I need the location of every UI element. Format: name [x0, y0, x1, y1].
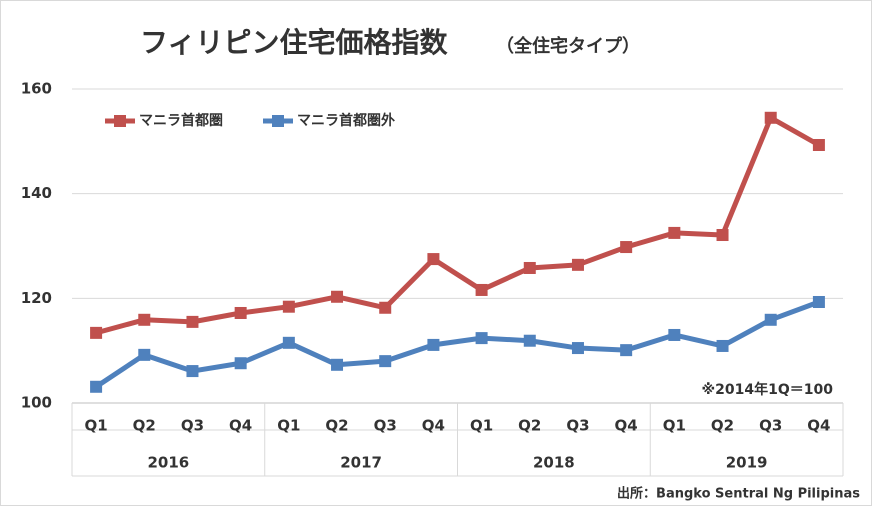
point-marker — [138, 313, 151, 326]
point-marker — [138, 348, 151, 361]
x-tick-label: Q2 — [325, 417, 348, 435]
point-marker — [764, 111, 777, 124]
x-tick-label: Q3 — [759, 417, 782, 435]
point-marker — [764, 313, 777, 326]
point-marker — [331, 358, 344, 371]
point-marker — [331, 290, 344, 303]
x-tick-label: Q2 — [518, 417, 541, 435]
annotation: ※2014年1Q＝100 — [702, 381, 834, 398]
x-tick-label: Q2 — [711, 417, 734, 435]
point-marker — [620, 344, 633, 357]
x-tick-label: Q1 — [277, 417, 300, 435]
point-marker — [234, 306, 247, 319]
point-marker — [812, 138, 825, 151]
legend-label: マニラ首都圏外 — [297, 112, 395, 129]
x-tick-label: Q1 — [663, 417, 686, 435]
x-group-label: 2016 — [148, 454, 190, 472]
point-marker — [668, 328, 681, 341]
x-group-label: 2018 — [533, 454, 575, 472]
y-tick-label: 160 — [21, 80, 52, 98]
series-line — [94, 299, 820, 389]
x-tick-label: Q4 — [807, 417, 830, 435]
legend-marker — [272, 115, 284, 127]
point-marker — [282, 336, 295, 349]
point-marker — [716, 339, 729, 352]
x-group-label: 2017 — [340, 454, 382, 472]
point-marker — [90, 326, 103, 339]
point-marker — [571, 258, 584, 271]
legend-label: マニラ首都圏 — [139, 112, 223, 129]
point-marker — [427, 338, 440, 351]
point-marker — [523, 334, 536, 347]
point-marker — [523, 261, 536, 274]
point-marker — [186, 365, 199, 378]
legend-marker — [114, 115, 126, 127]
x-tick-label: Q4 — [229, 417, 252, 435]
x-tick-label: Q4 — [615, 417, 638, 435]
point-marker — [475, 332, 488, 345]
point-marker — [620, 241, 633, 254]
x-tick-label: Q1 — [84, 417, 107, 435]
x-tick-label: Q3 — [374, 417, 397, 435]
x-tick-label: Q4 — [422, 417, 445, 435]
point-marker — [234, 357, 247, 370]
y-tick-label: 140 — [21, 184, 52, 202]
source: 出所：Bangko Sentral Ng Pilipinas — [617, 486, 860, 502]
x-tick-label: Q2 — [133, 417, 156, 435]
x-tick-label: Q3 — [566, 417, 589, 435]
point-marker — [475, 283, 488, 296]
point-marker — [186, 315, 199, 328]
series-line — [95, 115, 821, 336]
point-marker — [427, 253, 440, 266]
point-marker — [379, 301, 392, 314]
x-tick-label: Q3 — [181, 417, 204, 435]
point-marker — [716, 229, 729, 242]
chart-title: フィリピン住宅価格指数 — [140, 26, 448, 59]
x-tick-label: Q1 — [470, 417, 493, 435]
point-marker — [812, 295, 825, 308]
x-group-label: 2019 — [726, 454, 768, 472]
point-marker — [668, 226, 681, 239]
point-marker — [90, 380, 103, 393]
point-marker — [282, 300, 295, 313]
y-tick-label: 120 — [21, 289, 52, 307]
point-marker — [571, 342, 584, 355]
chart-subtitle: （全住宅タイプ） — [496, 35, 640, 57]
y-tick-label: 100 — [21, 394, 52, 412]
point-marker — [379, 355, 392, 368]
